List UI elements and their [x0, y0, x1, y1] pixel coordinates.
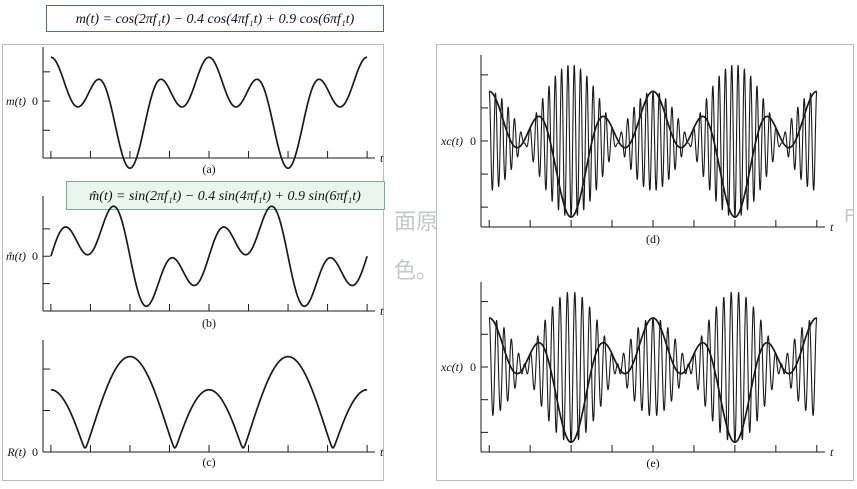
- chart-b-ytick-label: 0: [32, 249, 38, 263]
- left-panel-border: [2, 44, 384, 481]
- chart-a-caption: (a): [202, 162, 215, 176]
- watermark-edge-fragment: F: [844, 206, 854, 227]
- chart-a-series-m: [50, 56, 368, 170]
- chart-c-xlabel: t: [380, 445, 384, 459]
- chart-a-ytick-label: 0: [32, 94, 38, 108]
- chart-e-caption: (e): [646, 456, 659, 470]
- chart-d-series-m: [488, 90, 818, 218]
- watermark-line-1: 面原: [394, 210, 438, 235]
- chart-d-ylabel: xc(t): [440, 134, 463, 148]
- chart-e-series-m: [488, 317, 818, 444]
- chart-e-ytick-label: 0: [470, 360, 476, 374]
- chart-c-ytick-label: 0: [32, 445, 38, 459]
- chart-e-series-xc_lsb: [488, 291, 818, 443]
- watermark-line-2: 色。: [394, 259, 438, 284]
- chart-b-series-mhat: [50, 205, 368, 308]
- chart-c-ylabel: R(t): [6, 445, 26, 459]
- equation-m-text: m(t) = cos(2πf₁t) − 0.4 cos(4πf₁t) + 0.9…: [76, 12, 355, 27]
- chart-e-xlabel: t: [830, 445, 834, 459]
- chart-e-ylabel: xc(t): [440, 360, 463, 374]
- charts-layer: 0m(t)t(a)0m̂(t)t(b)0R(t) t(c)0xc(t)t(d)0x…: [6, 47, 834, 470]
- chart-b-ylabel: m̂(t): [6, 249, 26, 263]
- chart-b-xlabel: t: [380, 304, 384, 318]
- chart-c-caption: (c): [202, 455, 215, 469]
- chart-c-series-R: [50, 355, 368, 449]
- right-panel-border: [436, 44, 854, 481]
- chart-b-caption: (b): [202, 316, 216, 330]
- chart-d-xlabel: t: [830, 220, 834, 234]
- equation-mhat-box: [66, 181, 385, 210]
- equation-mhat-text: m̂(t) = sin(2πf₁t) − 0.4 sin(4πf₁t) + 0.…: [89, 189, 361, 204]
- chart-a-ylabel: m(t): [6, 94, 26, 108]
- chart-d-series-xc_usb: [488, 64, 818, 218]
- chart-d-caption: (d): [646, 232, 660, 246]
- equation-m-box: [46, 5, 384, 32]
- chart-d-ytick-label: 0: [470, 134, 476, 148]
- chart-a-xlabel: t: [380, 151, 384, 165]
